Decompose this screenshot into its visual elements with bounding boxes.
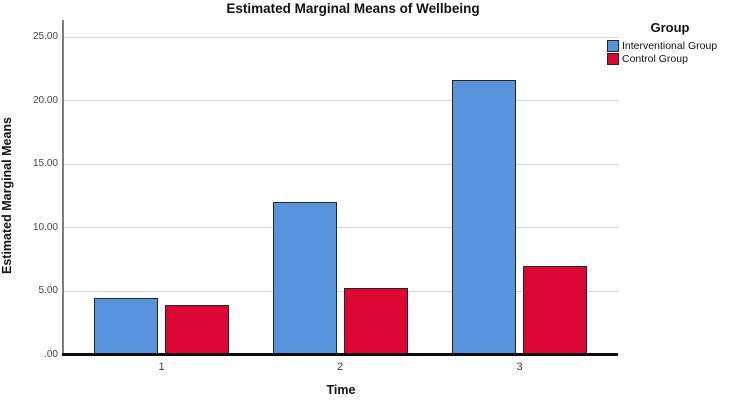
bar-interventional-group-time-1: [94, 297, 158, 355]
bar-interventional-group-time-2: [272, 202, 337, 355]
legend-label: Control Group: [622, 53, 688, 65]
x-tick-label-2: 2: [336, 361, 344, 373]
bar-control-group-time-1: [165, 305, 229, 355]
bar-interventional-group-time-3: [452, 80, 516, 355]
x-tick-label-3: 3: [516, 361, 523, 373]
legend-items: Interventional Group Control Group: [600, 40, 750, 65]
legend-item-control-group: Control Group: [600, 53, 750, 65]
legend-title: Group: [650, 20, 690, 35]
gridline-5: [63, 290, 619, 292]
bar-control-group-time-2: [343, 287, 408, 355]
y-tick-label: 5.00: [38, 285, 58, 297]
y-axis-title: Estimated Marginal Means: [0, 117, 14, 275]
y-tick-label: 15.00: [32, 158, 58, 170]
bar-control-group-time-3: [523, 265, 587, 355]
legend: Group Interventional Group Control Group: [600, 20, 750, 66]
legend-label: Interventional Group: [622, 40, 718, 52]
plot-area: [63, 36, 619, 355]
y-tick-label: 25.00: [32, 31, 58, 42]
legend-swatch-icon: [607, 53, 619, 65]
y-tick-label: .00: [44, 349, 58, 360]
gridline-15: [63, 163, 619, 165]
y-tick-label: 10.00: [32, 221, 58, 233]
y-tick-label: 20.00: [32, 94, 58, 106]
y-axis-line: [62, 20, 64, 355]
legend-swatch-icon: [607, 40, 619, 52]
x-axis-title: Time: [326, 383, 356, 397]
gridline-20: [63, 100, 619, 102]
chart-title: Estimated Marginal Means of Wellbeing: [226, 1, 480, 16]
gridline-10: [63, 227, 619, 229]
gridline-25: [63, 36, 619, 38]
legend-item-interventional-group: Interventional Group: [600, 40, 750, 52]
x-axis-line: [62, 353, 618, 356]
x-tick-label-1: 1: [158, 361, 165, 373]
